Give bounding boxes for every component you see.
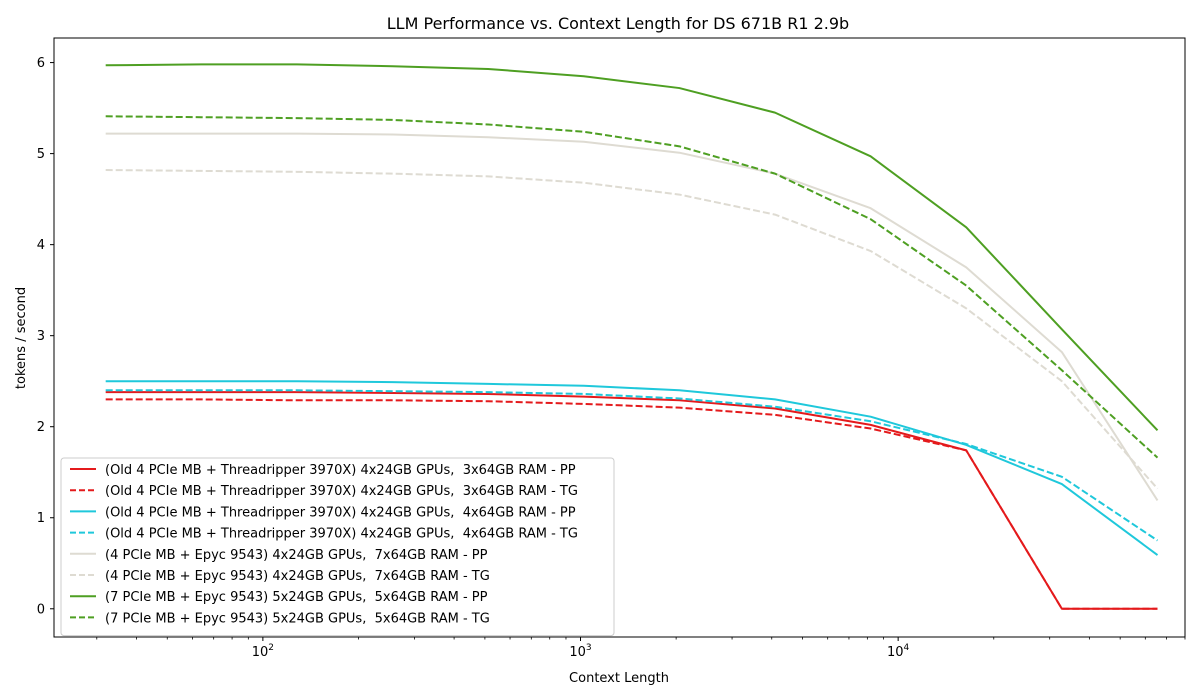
legend-box [60,457,615,637]
y-tick-label: 5 [37,147,45,162]
y-tick-label: 2 [37,420,45,435]
plot-area [105,63,1159,610]
legend-label: (7 PCIe MB + Epyc 9543) 5x24GB GPUs, 5x6… [105,611,490,626]
series-line-4 [105,389,1159,542]
y-tick-label: 0 [37,602,45,617]
series-line-3 [105,380,1159,556]
x-axis: 102 103 104 [96,637,1186,660]
y-tick-label: 1 [37,511,45,526]
legend-label: (Old 4 PCIe MB + Threadripper 3970X) 4x2… [105,505,576,520]
x-axis-label: Context Length [569,671,669,686]
series-line-8 [105,115,1159,459]
legend-label: (Old 4 PCIe MB + Threadripper 3970X) 4x2… [105,463,576,478]
y-axis: 0 1 2 3 4 5 6 [37,56,54,617]
series-line-5 [105,132,1159,501]
series-line-7 [105,63,1159,432]
y-tick-label: 3 [37,329,45,344]
legend-label: (Old 4 PCIe MB + Threadripper 3970X) 4x2… [105,527,578,542]
x-tick-label: 103 [569,643,591,660]
y-tick-label: 4 [37,238,45,253]
x-tick-label: 104 [887,643,910,660]
series-line-2 [105,398,1158,610]
x-tick-label: 102 [252,643,274,660]
legend-label: (Old 4 PCIe MB + Threadripper 3970X) 4x2… [105,484,578,499]
legend: (Old 4 PCIe MB + Threadripper 3970X) 4x2… [60,457,615,637]
series-line-6 [105,169,1159,490]
y-axis-label: tokens / second [14,287,29,389]
legend-label: (4 PCIe MB + Epyc 9543) 4x24GB GPUs, 7x6… [105,548,488,563]
chart-title: LLM Performance vs. Context Length for D… [387,14,849,33]
legend-label: (4 PCIe MB + Epyc 9543) 4x24GB GPUs, 7x6… [105,569,490,584]
legend-label: (7 PCIe MB + Epyc 9543) 5x24GB GPUs, 5x6… [105,590,488,605]
plot-frame [53,37,1186,638]
y-tick-label: 6 [37,56,45,71]
